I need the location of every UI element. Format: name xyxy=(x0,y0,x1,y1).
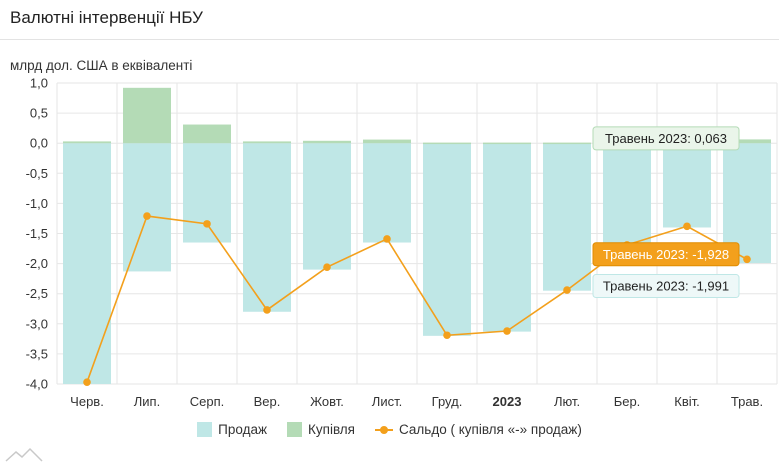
title-divider xyxy=(0,39,779,40)
bar-purchases xyxy=(63,141,111,144)
bar-purchases xyxy=(483,142,531,145)
y-axis-units-label: млрд дол. США в еквіваленті xyxy=(10,58,193,73)
y-tick-label: -3,0 xyxy=(26,316,48,331)
x-tick-label: Серп. xyxy=(190,394,225,409)
tooltip-sales-text: Травень 2023: -1,991 xyxy=(603,279,729,294)
point-balance xyxy=(323,263,331,272)
tooltip-balance-box xyxy=(592,242,740,267)
y-tick-label: -3,5 xyxy=(26,346,48,361)
x-tick-label: Груд. xyxy=(432,394,463,409)
bar-purchases xyxy=(123,87,171,144)
legend-label-balance: Сальдо ( купівля «-» продаж) xyxy=(399,422,582,437)
point-balance xyxy=(383,235,391,243)
bar-sales xyxy=(663,143,711,228)
y-tick-label: -1,0 xyxy=(26,196,48,211)
bar-purchases xyxy=(423,142,471,145)
x-tick-label: Лип. xyxy=(134,394,160,409)
x-tick-label: Лют. xyxy=(554,394,580,409)
point-balance xyxy=(443,331,451,340)
x-tick-label: Черв. xyxy=(70,394,104,409)
y-tick-label: -1,5 xyxy=(26,226,48,241)
bar-sales xyxy=(123,143,171,272)
legend-item-balance[interactable]: Сальдо ( купівля «-» продаж) xyxy=(375,422,582,437)
chart-legend: Продаж Купівля Сальдо ( купівля «-» прод… xyxy=(0,422,779,437)
tooltip-balance-text: Травень 2023: -1,928 xyxy=(603,247,729,262)
x-tick-label: Вер. xyxy=(254,394,281,409)
bar-purchases xyxy=(543,142,591,145)
bar-sales xyxy=(603,143,651,246)
x-tick-label: Бер. xyxy=(614,394,641,409)
x-tick-label: 2023 xyxy=(493,394,522,409)
legend-item-purchases[interactable]: Купівля xyxy=(287,422,355,437)
legend-label-purchases: Купівля xyxy=(308,422,355,437)
y-tick-label: -4,0 xyxy=(26,377,48,392)
point-balance xyxy=(563,286,571,294)
point-balance xyxy=(203,220,211,228)
bar-sales xyxy=(543,143,591,291)
tooltip-balance: Травень 2023: -1,928 xyxy=(592,242,740,267)
y-tick-label: -0,5 xyxy=(26,166,48,181)
legend-label-sales: Продаж xyxy=(218,422,268,437)
y-tick-label: 1,0 xyxy=(30,76,48,91)
tooltip-purchases-box xyxy=(592,126,740,151)
legend-item-sales[interactable]: Продаж xyxy=(197,422,267,437)
bar-purchases xyxy=(243,141,291,144)
series-line-balance xyxy=(86,215,748,383)
y-tick-label: -2,0 xyxy=(26,256,48,271)
x-tick-label: Квіт. xyxy=(674,394,700,409)
tooltip-purchases: Травень 2023: 0,063 xyxy=(592,126,740,151)
point-balance xyxy=(263,306,271,314)
bar-sales xyxy=(423,143,471,336)
bar-purchases xyxy=(303,140,351,144)
bar-sales xyxy=(243,143,291,312)
bar-sales xyxy=(303,143,351,270)
tooltip-purchases-text: Травень 2023: 0,063 xyxy=(605,131,727,146)
legend-swatch-sales xyxy=(197,422,213,437)
bar-sales xyxy=(63,143,111,384)
tooltip-sales-box xyxy=(592,274,740,299)
x-tick-label: Жовт. xyxy=(310,394,344,409)
legend-swatch-balance xyxy=(375,425,393,434)
point-balance xyxy=(503,327,511,335)
y-tick-label: 0,0 xyxy=(30,136,48,151)
tooltip-sales: Травень 2023: -1,991 xyxy=(592,274,740,299)
legend-swatch-purchases xyxy=(287,422,303,437)
logo-mountain-icon xyxy=(5,447,43,462)
point-balance xyxy=(743,255,751,264)
point-balance xyxy=(83,378,91,386)
x-tick-label: Трав. xyxy=(731,394,763,409)
chart-title: Валютні інтервенції НБУ xyxy=(10,8,203,27)
bar-purchases xyxy=(183,124,231,144)
bar-sales xyxy=(483,143,531,332)
bar-purchases xyxy=(723,139,771,144)
point-balance xyxy=(143,212,151,220)
chart-plot-area: 1,0 0,5 0,0 -0,5 -1,0 -1,5 -2,0 -2,5 -3,0 -3,5 -4,… xyxy=(26,76,778,409)
bar-purchases xyxy=(363,139,411,144)
point-balance xyxy=(683,222,691,231)
bar-sales xyxy=(363,143,411,243)
y-tick-label: 0,5 xyxy=(30,106,48,121)
x-tick-label: Лист. xyxy=(372,394,402,409)
y-tick-label: -2,5 xyxy=(26,286,48,301)
